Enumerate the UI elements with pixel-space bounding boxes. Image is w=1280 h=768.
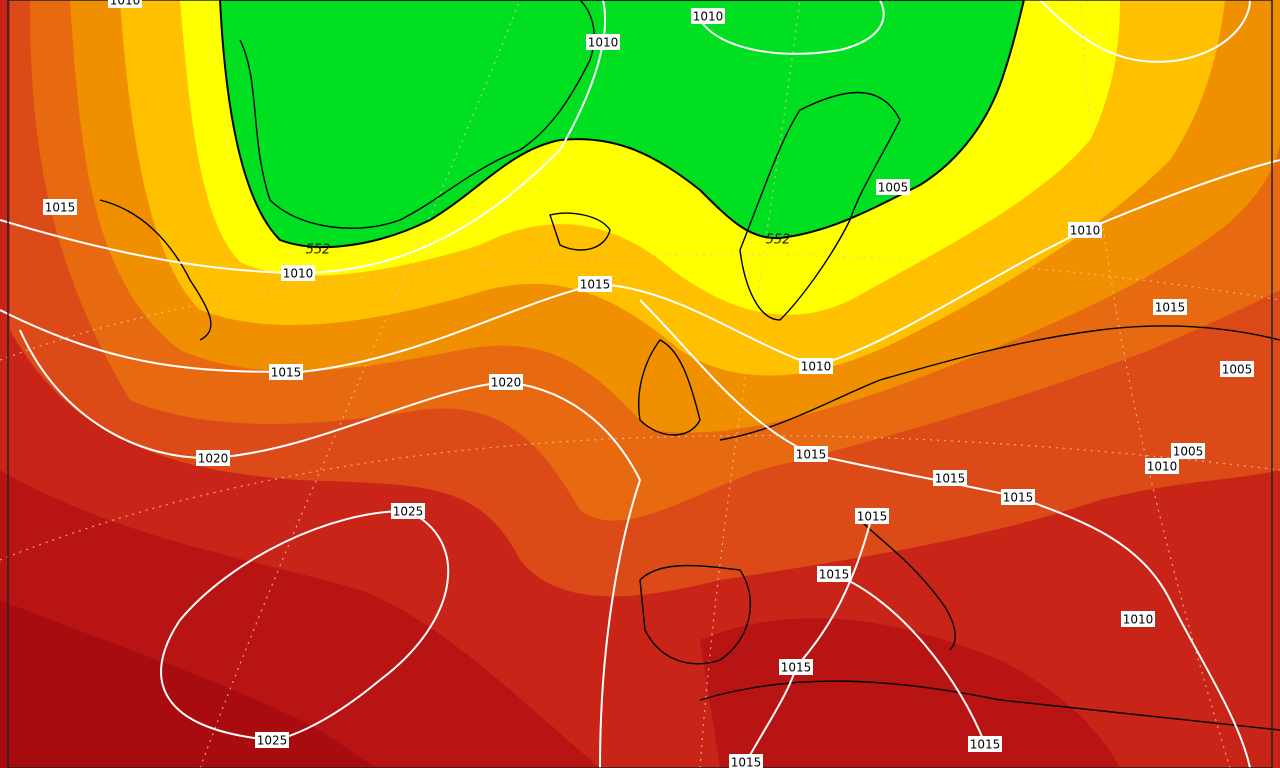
isobar-label: 1020 [491, 376, 522, 390]
isobar-label-box [729, 754, 763, 768]
isobar-label-box [799, 358, 833, 374]
isobar-label-box [586, 34, 620, 50]
isobar-label: 1015 [271, 366, 302, 380]
isobar-label-box [43, 199, 77, 215]
coastline [859, 519, 956, 651]
graticule-line [199, 0, 521, 768]
isobar [699, 0, 885, 55]
isobar-label: 1025 [393, 505, 424, 519]
isobar [1039, 0, 1251, 63]
isobar-label: 1010 [110, 0, 141, 8]
isobar-label-box [489, 374, 523, 390]
coastline [699, 680, 1280, 731]
isobar-label: 1005 [1222, 363, 1253, 377]
isobar-label: 1010 [801, 360, 832, 374]
isobar-label-box [1068, 222, 1102, 238]
map-frame [7, 0, 1273, 768]
isobar-label: 1010 [1147, 460, 1178, 474]
band [0, 600, 380, 768]
isobar-label: 1025 [257, 734, 288, 748]
isobar-label: 1015 [1003, 491, 1034, 505]
labels: 1010101010101005101510101015101010151015… [43, 0, 1254, 768]
isobar-label: 1015 [580, 278, 611, 292]
isobar-label-box [855, 508, 889, 524]
isobar-label: 1010 [1123, 613, 1154, 627]
isobar [160, 509, 450, 742]
coastline [239, 0, 595, 229]
thickness-label: 552 [766, 233, 791, 248]
isobar-label-box [779, 659, 813, 675]
isobar-label-box [255, 732, 289, 748]
isobar-label-box [876, 179, 910, 195]
isobar-label: 1015 [731, 756, 762, 768]
isobar-label-box [1220, 361, 1254, 377]
isobar-label-box [391, 503, 425, 519]
isobar-label-box [691, 8, 725, 24]
isobar-label: 1010 [693, 10, 724, 24]
isobar-label: 1015 [970, 738, 1001, 752]
isobar-label: 1005 [1173, 445, 1204, 459]
isobar-label: 1010 [588, 36, 619, 50]
coastline [719, 325, 1280, 441]
coastline [639, 564, 752, 665]
isobar-label: 1015 [1155, 301, 1186, 315]
isobar [833, 573, 986, 745]
isobar-label-box [578, 276, 612, 292]
isobar-label-box [933, 470, 967, 486]
isobar-label-box [196, 450, 230, 466]
low-thickness-area [218, 0, 1026, 249]
isobar-label: 1020 [198, 452, 229, 466]
isobar-label: 1015 [819, 568, 850, 582]
isobar-label: 1015 [45, 201, 76, 215]
coastlines [99, 0, 1280, 731]
isobar-label: 1015 [935, 472, 966, 486]
coastline [739, 91, 901, 321]
isobar-label-box [1121, 611, 1155, 627]
coastline [638, 339, 701, 436]
isobar-label: 1010 [1070, 224, 1101, 238]
isobar-label-box [281, 265, 315, 281]
isobar-label: 1010 [283, 267, 314, 281]
coastline [549, 212, 611, 251]
coastline [99, 199, 212, 341]
isobar-label-box [108, 0, 142, 8]
isobar [0, 0, 606, 275]
isobar-label-box [1171, 443, 1205, 459]
isobar-label: 1005 [878, 181, 909, 195]
isobar-label-box [1145, 458, 1179, 474]
isobar-label: 1015 [796, 448, 827, 462]
isobar-label-box [1001, 489, 1035, 505]
isobar-label: 1015 [857, 510, 888, 524]
isobar-label-box [1153, 299, 1187, 315]
isobar-label: 1015 [781, 661, 812, 675]
isobar-label-box [794, 446, 828, 462]
isobar-label-box [817, 566, 851, 582]
isobar-label-box [269, 364, 303, 380]
isobar-label-box [968, 736, 1002, 752]
thickness-label: 552 [306, 243, 331, 258]
